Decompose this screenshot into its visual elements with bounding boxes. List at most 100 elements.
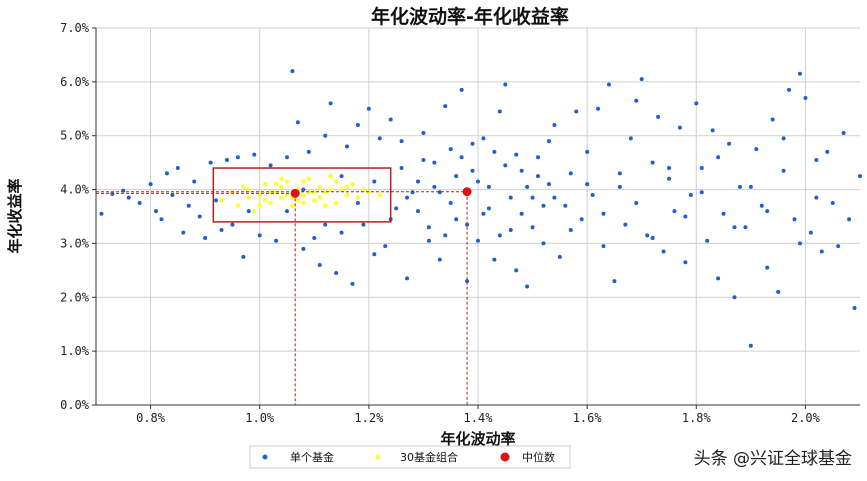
single-fund-point xyxy=(486,206,491,211)
single-fund-point xyxy=(181,230,186,235)
single-fund-point xyxy=(476,179,480,184)
x-tick-label: 1.8% xyxy=(682,411,712,425)
single-fund-point xyxy=(525,184,530,189)
single-fund-point xyxy=(459,155,464,160)
single-fund-point xyxy=(454,217,459,222)
single-fund-point xyxy=(137,201,142,206)
single-fund-point xyxy=(410,190,415,195)
single-fund-point xyxy=(470,168,475,173)
portfolio-point xyxy=(246,187,252,192)
single-fund-point xyxy=(557,254,562,259)
single-fund-point xyxy=(503,82,508,87)
single-fund-point xyxy=(492,257,497,262)
single-fund-point xyxy=(481,136,486,141)
legend-label-median: 中位数 xyxy=(522,450,555,464)
single-fund-point xyxy=(563,203,568,208)
single-fund-point xyxy=(634,98,639,103)
single-fund-point xyxy=(830,201,835,206)
portfolio-point xyxy=(241,184,246,190)
legend-marker-single xyxy=(262,454,268,460)
portfolio-point xyxy=(230,189,235,195)
single-fund-point xyxy=(208,160,213,165)
single-fund-point xyxy=(585,182,590,187)
single-fund-point xyxy=(519,211,524,216)
single-fund-point xyxy=(748,343,753,348)
single-fund-point xyxy=(683,214,688,219)
single-fund-point xyxy=(415,179,420,184)
single-fund-point xyxy=(716,155,721,160)
portfolio-point xyxy=(328,187,333,192)
single-fund-point xyxy=(470,141,475,146)
single-fund-point xyxy=(847,217,852,222)
single-fund-point xyxy=(437,257,442,262)
single-fund-point xyxy=(536,155,541,160)
single-fund-point xyxy=(361,222,366,227)
single-fund-point xyxy=(579,217,584,222)
single-fund-point xyxy=(306,149,311,154)
single-fund-point xyxy=(219,227,224,232)
portfolio-point xyxy=(279,184,284,190)
single-fund-point xyxy=(339,230,344,235)
single-fund-point xyxy=(787,87,792,92)
single-fund-point xyxy=(650,160,655,165)
single-fund-point xyxy=(541,203,546,208)
single-fund-point xyxy=(421,131,426,136)
single-fund-point xyxy=(759,203,764,208)
single-fund-point xyxy=(492,149,497,154)
single-fund-point xyxy=(186,203,191,208)
single-fund-point xyxy=(399,166,404,171)
single-fund-point xyxy=(841,131,846,136)
single-fund-point xyxy=(585,149,590,154)
single-fund-point xyxy=(617,171,622,176)
single-fund-point xyxy=(552,122,557,127)
single-fund-point xyxy=(546,139,551,144)
single-fund-point xyxy=(699,190,704,195)
single-fund-point xyxy=(405,276,410,281)
single-fund-point xyxy=(334,271,339,276)
single-fund-point xyxy=(688,192,693,197)
portfolio-point xyxy=(333,200,339,206)
portfolio-point xyxy=(317,184,323,190)
single-fund-point xyxy=(432,184,437,189)
y-axis-label: 年化收益率 xyxy=(6,178,24,253)
single-fund-point xyxy=(852,306,857,311)
portfolio-point xyxy=(344,192,350,198)
single-fund-point xyxy=(448,201,453,206)
median-annotations xyxy=(96,167,468,405)
single-fund-point xyxy=(192,179,197,184)
single-fund-point xyxy=(797,241,802,246)
single-fund-point xyxy=(405,195,410,200)
single-fund-point xyxy=(230,222,235,227)
median-point xyxy=(462,187,472,197)
single-fund-point xyxy=(301,246,306,251)
single-fund-point xyxy=(672,209,677,214)
single-fund-point xyxy=(285,155,289,160)
watermark: 头条 @兴证全球基金 xyxy=(694,449,852,469)
single-fund-point xyxy=(203,236,208,241)
median-point xyxy=(290,188,300,198)
single-fund-point xyxy=(858,174,862,179)
single-fund-point xyxy=(339,174,344,179)
single-fund-point xyxy=(197,214,202,219)
single-fund-point xyxy=(323,133,328,138)
single-fund-point xyxy=(667,176,671,181)
single-fund-point xyxy=(683,260,688,265)
single-fund-point xyxy=(754,147,759,152)
portfolio-point xyxy=(268,200,273,206)
single-fund-point xyxy=(426,238,431,243)
single-fund-point xyxy=(159,217,164,222)
legend-marker-median xyxy=(500,452,510,462)
single-fund-point xyxy=(175,166,180,171)
single-fund-point xyxy=(355,122,360,127)
single-fund-point xyxy=(377,136,382,141)
legend-label-single: 单个基金 xyxy=(290,450,334,464)
single-fund-point xyxy=(355,201,360,206)
single-fund-point xyxy=(814,195,819,200)
single-fund-point xyxy=(781,168,786,173)
portfolio-point xyxy=(377,192,383,198)
single-fund-point xyxy=(508,227,513,232)
portfolio-point xyxy=(246,195,252,200)
legend-box xyxy=(249,445,571,469)
single-fund-point xyxy=(323,222,328,227)
